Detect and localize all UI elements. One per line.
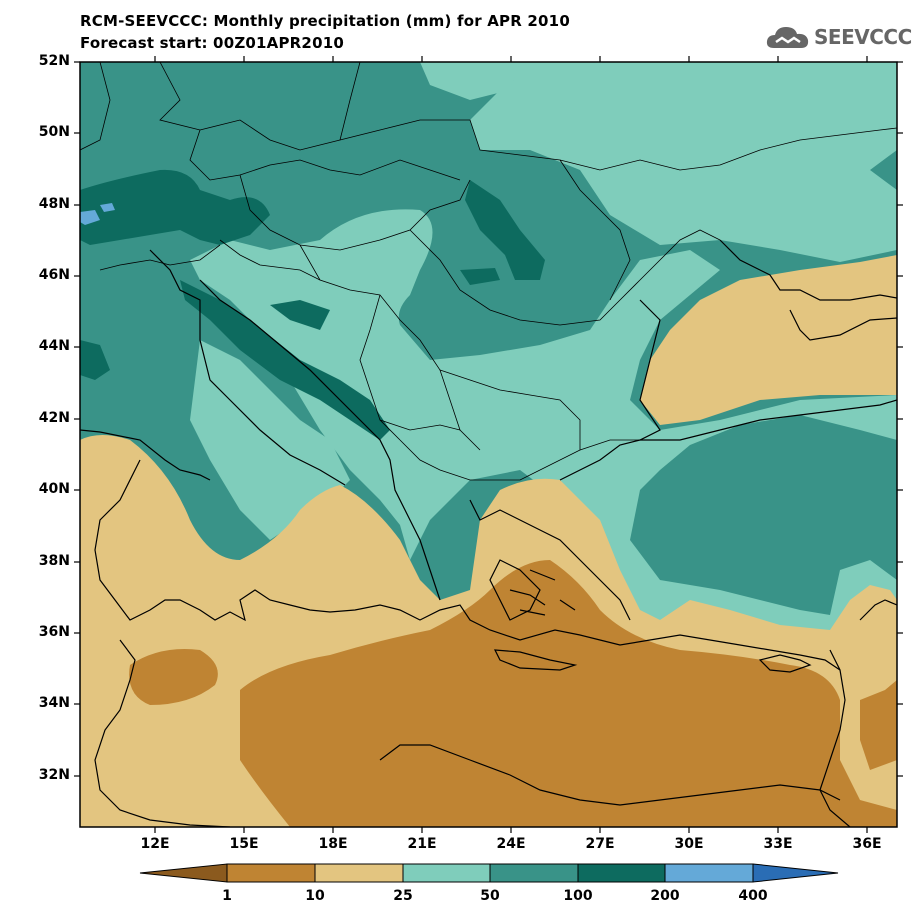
field-25-50-ne (470, 62, 897, 262)
lat-label-48n: 48N (38, 196, 70, 212)
coastlines (80, 239, 897, 827)
field-25-50-adriatic (190, 340, 350, 540)
field-100-200-hr (270, 300, 330, 330)
field-1-10-tunisia (129, 649, 218, 705)
lon-label-24e: 24E (496, 836, 526, 852)
colorbar-label-50: 50 (480, 888, 500, 904)
lon-label-15e: 15E (229, 836, 259, 852)
field-100-200-rom (460, 268, 500, 285)
colorbar-label-25: 25 (393, 888, 413, 904)
seevccc-logo: SEEVCCC (766, 24, 912, 50)
field-25-50-center (190, 209, 897, 640)
colorbar-segment-25-50 (402, 863, 491, 883)
field-200-400-spot2 (100, 203, 115, 212)
colorbar-segment-1-10 (226, 863, 316, 883)
colorbar-segment-below-1 (139, 863, 228, 883)
colorbar-segment-100-200 (577, 863, 666, 883)
field-25-50-top (420, 62, 520, 100)
colorbar-segment-above-400 (752, 863, 839, 883)
lat-label-52n: 52N (38, 53, 70, 69)
lat-label-44n: 44N (38, 338, 70, 354)
lat-label-34n: 34N (38, 695, 70, 711)
lon-label-18e: 18E (318, 836, 348, 852)
colorbar-label-10: 10 (305, 888, 325, 904)
field-1-10-levant (860, 680, 897, 770)
colorbar-label-1: 1 (222, 888, 232, 904)
lat-label-42n: 42N (38, 410, 70, 426)
cloud-icon (766, 27, 809, 48)
lon-label-36e: 36E (852, 836, 882, 852)
lat-label-40n: 40N (38, 481, 70, 497)
colorbar-segment-50-100 (489, 863, 579, 883)
lat-label-50n: 50N (38, 124, 70, 140)
logo-text: SEEVCCC (814, 25, 912, 49)
field-10-25-blacksea (640, 255, 897, 425)
lat-label-32n: 32N (38, 767, 70, 783)
lon-label-30e: 30E (674, 836, 704, 852)
colorbar-label-400: 400 (738, 888, 768, 904)
field-100-200-dinaric (180, 280, 390, 440)
lat-label-46n: 46N (38, 267, 70, 283)
colorbar-label-200: 200 (650, 888, 680, 904)
field-1-10-libya (240, 560, 897, 827)
colorbar-label-100: 100 (563, 888, 593, 904)
forecast-start-label: Forecast start: 00Z01APR2010 (80, 34, 344, 52)
field-100-200-west (80, 340, 110, 380)
colorbar (139, 863, 839, 883)
precipitation-fields (80, 62, 897, 827)
lat-label-38n: 38N (38, 553, 70, 569)
map-title: RCM-SEEVCCC: Monthly precipitation (mm) … (80, 12, 570, 30)
field-100-200-carpathian (465, 180, 545, 280)
country-borders (80, 62, 897, 481)
lon-label-27e: 27E (585, 836, 615, 852)
field-200-400-spot (80, 210, 100, 225)
map-frame (79, 61, 898, 828)
lon-ticks (154, 56, 868, 833)
colorbar-segment-10-25 (314, 863, 404, 883)
lat-ticks (74, 61, 903, 777)
lat-label-36n: 36N (38, 624, 70, 640)
lon-label-33e: 33E (763, 836, 793, 852)
field-100-200-alps (80, 169, 270, 245)
colorbar-segment-200-400 (664, 863, 754, 883)
lon-label-12e: 12E (140, 836, 170, 852)
lon-label-21e: 21E (407, 836, 437, 852)
